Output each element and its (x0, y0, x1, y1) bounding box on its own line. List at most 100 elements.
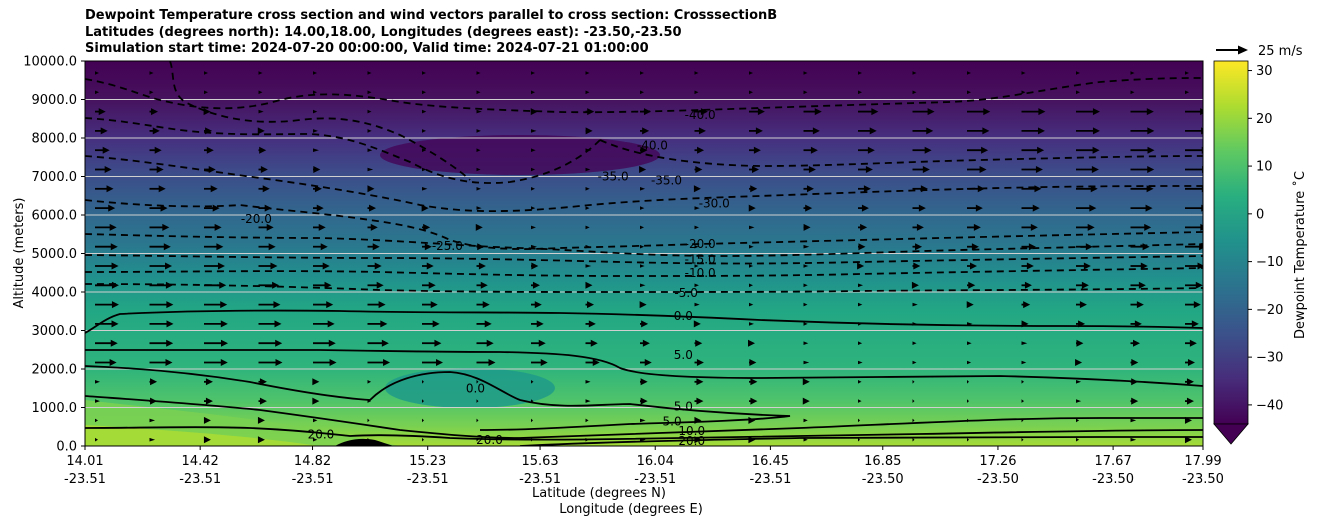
wind-vector (1076, 380, 1082, 384)
moist-blob (385, 368, 555, 408)
wind-vector (967, 204, 983, 212)
wind-vector (967, 380, 969, 384)
wind-vector (1076, 339, 1084, 347)
wind-vector (476, 262, 486, 270)
y-tick-label: 10000.0 (23, 55, 77, 70)
wind-vector (149, 281, 173, 289)
wind-vector (585, 148, 592, 152)
wind-vector (693, 185, 701, 193)
wind-vector (476, 187, 481, 191)
x-tick-label-lon: -23.50 (1182, 472, 1224, 487)
wind-vector (422, 129, 427, 133)
wind-vector (258, 223, 274, 231)
wind-vector (95, 185, 114, 193)
wind-vector (1021, 90, 1026, 95)
wind-vector (476, 339, 494, 347)
wind-vector (1076, 262, 1091, 270)
wind-vector (1130, 418, 1137, 423)
wind-vector (204, 90, 208, 95)
wind-vector (95, 380, 100, 384)
wind-vector (1021, 341, 1028, 345)
wind-vector (367, 262, 382, 270)
wind-vector (585, 399, 591, 403)
x-tick-label-lon: -23.51 (292, 472, 334, 487)
wind-vector (748, 204, 756, 212)
wind-vector (531, 206, 536, 210)
wind-vector (1021, 301, 1031, 309)
wind-vector (367, 185, 375, 193)
wind-vector (313, 166, 321, 173)
wind-vector (749, 244, 754, 249)
wind-vector (149, 90, 154, 95)
wind-vector (967, 223, 981, 231)
wind-vector (422, 167, 427, 172)
wind-vector (95, 127, 108, 135)
wind-vector (422, 109, 427, 114)
wind-vector (367, 359, 391, 366)
wind-vector (585, 244, 591, 249)
wind-vector (1076, 399, 1082, 403)
wind-vector (803, 71, 808, 75)
wind-vector (1076, 243, 1093, 251)
wind-vector (422, 437, 424, 442)
wind-vector (858, 283, 864, 288)
wind-vector (531, 90, 535, 95)
wind-vector (585, 301, 595, 309)
wind-vector (585, 437, 589, 442)
wind-vector (967, 399, 969, 403)
wind-vector (585, 127, 593, 135)
wind-vector (258, 378, 267, 386)
wind-vector (531, 301, 542, 309)
wind-vector (640, 108, 651, 116)
wind-vector (640, 378, 648, 386)
wind-vector (204, 166, 216, 173)
wind-vector (149, 108, 158, 116)
colorbar: 30 20 10 0 −10 −20 −30 −40 Dewpoint Temperature… (1213, 60, 1308, 445)
wind-vector (313, 320, 335, 328)
wind-vector (967, 262, 977, 270)
wind-vector (640, 90, 644, 95)
wind-vector (95, 108, 106, 116)
contour-20 (85, 426, 1203, 441)
wind-vector (313, 129, 318, 133)
x-tick-label-lon: -23.51 (749, 472, 791, 487)
wind-vector (258, 359, 283, 366)
wind-vector (1130, 108, 1154, 116)
contour-lines (85, 61, 1203, 446)
wind-vector (803, 360, 810, 365)
wind-vector (531, 129, 537, 133)
wind-vector (803, 204, 813, 212)
wind-vector (1185, 108, 1203, 116)
wind-vector (694, 264, 699, 268)
wind-vector (476, 437, 479, 442)
wind-vector (1076, 437, 1080, 442)
wind-vector (258, 281, 280, 289)
wind-vector (476, 71, 481, 75)
colorbar-label: Dewpoint Temperature ˚C (1292, 171, 1308, 339)
wind-vector (95, 301, 119, 309)
wind-vector (312, 397, 320, 405)
wind-vector (967, 127, 990, 135)
wind-vector (858, 399, 862, 403)
wind-vector (640, 264, 645, 268)
wind-vector (748, 416, 756, 424)
wind-vector (694, 166, 703, 173)
wind-vector (1076, 108, 1100, 116)
colorbar-tick-label: 30 (1256, 64, 1273, 79)
wind-vector (1021, 146, 1045, 154)
wind-vector (258, 90, 263, 95)
wind-vector (967, 71, 971, 75)
wind-vector (95, 281, 119, 289)
contour-label: 20.0 (308, 427, 335, 441)
wind-vector (204, 301, 228, 309)
contour-neg10 (85, 267, 1203, 277)
wind-vector (258, 320, 282, 328)
colorbar-ticks: 30 20 10 0 −10 −20 −30 −40 (1248, 64, 1283, 413)
wind-vector (312, 378, 320, 386)
contour-label: -35.0 (598, 170, 629, 184)
wind-vector (149, 166, 164, 173)
wind-vector (313, 204, 324, 212)
wind-vector (803, 244, 810, 249)
wind-vector (531, 437, 533, 442)
wind-vector (203, 416, 211, 424)
